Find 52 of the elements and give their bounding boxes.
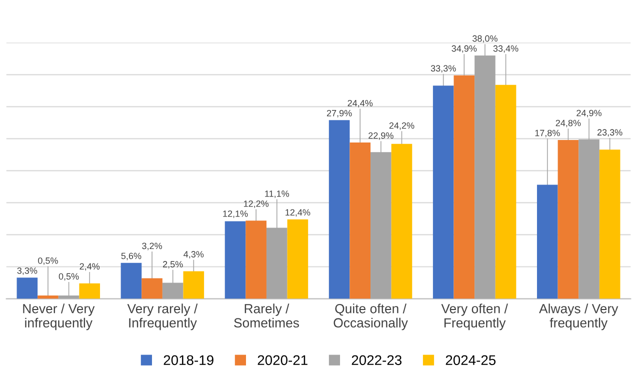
data-label: 33,3% (430, 65, 456, 73)
data-label: 3,3% (17, 267, 38, 275)
bar (224, 221, 246, 299)
data-label: 3,2% (142, 242, 162, 250)
data-label: 0,5% (58, 273, 79, 281)
x-tick-label: Never / Very infrequently (23, 304, 95, 330)
data-label: 38,0% (472, 35, 498, 43)
bar (391, 144, 412, 299)
data-label: 12,4% (286, 209, 310, 217)
legend-label: 2022-23 (352, 355, 402, 366)
bar (142, 278, 162, 299)
x-tick-label: Very rarely / Infrequently (127, 304, 198, 330)
bar (350, 142, 371, 299)
x-tick-label: Always / Very frequently (539, 304, 618, 330)
data-label: 0,5% (38, 257, 58, 265)
bar (599, 150, 620, 299)
bar (38, 296, 58, 299)
x-tick-label: Very often / Frequently (441, 304, 508, 330)
data-label: 12,1% (223, 210, 248, 218)
bar (558, 140, 579, 299)
data-label: 2,4% (80, 263, 100, 271)
bar (432, 86, 454, 299)
bar (246, 220, 266, 299)
data-label: 34,9% (452, 45, 477, 53)
bar (536, 184, 558, 299)
data-label: 27,9% (326, 110, 352, 118)
data-label: 33,4% (493, 45, 518, 53)
bar (16, 278, 38, 299)
data-label: 4,3% (184, 251, 204, 259)
bar (79, 283, 100, 299)
data-label: 24,9% (576, 110, 602, 118)
bar (287, 219, 308, 299)
data-label: 17,8% (535, 130, 560, 138)
bar (183, 271, 204, 299)
data-label: 2,5% (163, 261, 183, 269)
bar (495, 84, 516, 299)
data-label: 23,3% (597, 129, 622, 137)
data-label: 5,6% (121, 252, 142, 260)
x-tick-label: Quite often / Occasionally (334, 304, 408, 330)
data-label: 24,2% (389, 122, 414, 130)
data-label: 24,8% (556, 120, 581, 128)
legend-label: 2018-19 (164, 355, 214, 366)
legend-label: 2020-21 (258, 355, 308, 366)
bar (454, 75, 475, 299)
data-label: 24,4% (348, 100, 373, 108)
data-label: 22,9% (368, 132, 394, 140)
bar (120, 262, 142, 299)
data-label: 11,1% (265, 190, 290, 198)
data-label: 12,2% (244, 200, 269, 208)
legend-label: 2024-25 (446, 355, 496, 366)
bar (328, 120, 350, 299)
x-tick-label: Rarely / Sometimes (234, 304, 299, 328)
